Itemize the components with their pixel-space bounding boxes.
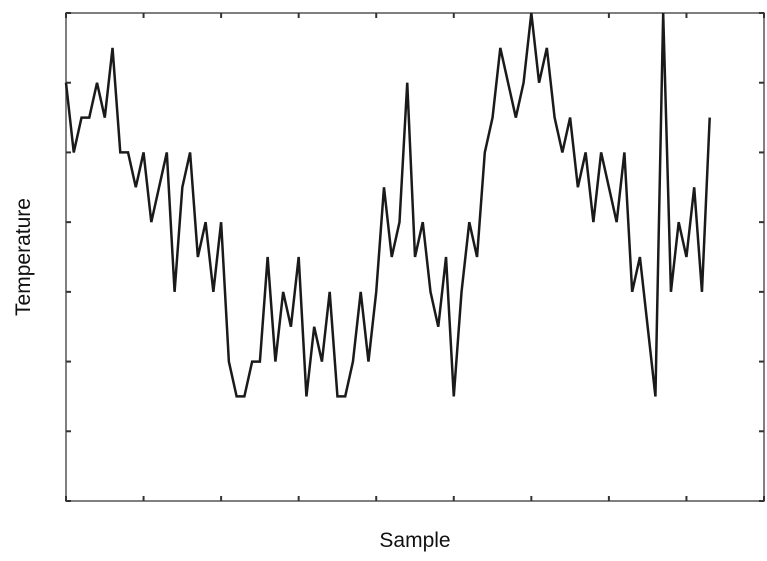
- y-axis-label: Temperature: [12, 198, 35, 316]
- data-line: [64, 12, 711, 398]
- plot-frame: [65, 12, 765, 502]
- x-axis-label: Sample: [379, 529, 450, 552]
